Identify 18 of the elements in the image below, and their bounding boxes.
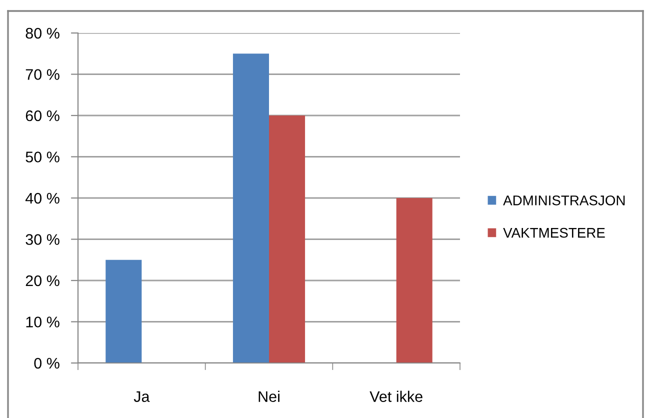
y-tick-label: 70 %	[26, 69, 60, 80]
bar	[269, 116, 306, 363]
legend-label: ADMINISTRASJON	[503, 195, 625, 206]
y-tick-label: 60 %	[26, 110, 60, 122]
x-tick-label: Nei	[258, 390, 280, 402]
bar	[396, 198, 432, 363]
bar	[106, 260, 142, 363]
y-tick-label: 50 %	[26, 152, 60, 162]
x-tick-label: Ja	[134, 391, 150, 402]
y-tick-label: 80 %	[26, 28, 60, 39]
y-tick-label: 30 %	[26, 234, 60, 245]
bar	[232, 54, 269, 363]
y-tick-label: 10 %	[26, 316, 60, 328]
y-tick-label: 0 %	[34, 358, 60, 369]
y-tick-label: 40 %	[25, 192, 60, 204]
x-tick-label: Vet ikke	[370, 390, 422, 402]
legend-label: VAKTMESTERE	[503, 228, 605, 238]
y-tick-label: 20 %	[26, 275, 60, 286]
